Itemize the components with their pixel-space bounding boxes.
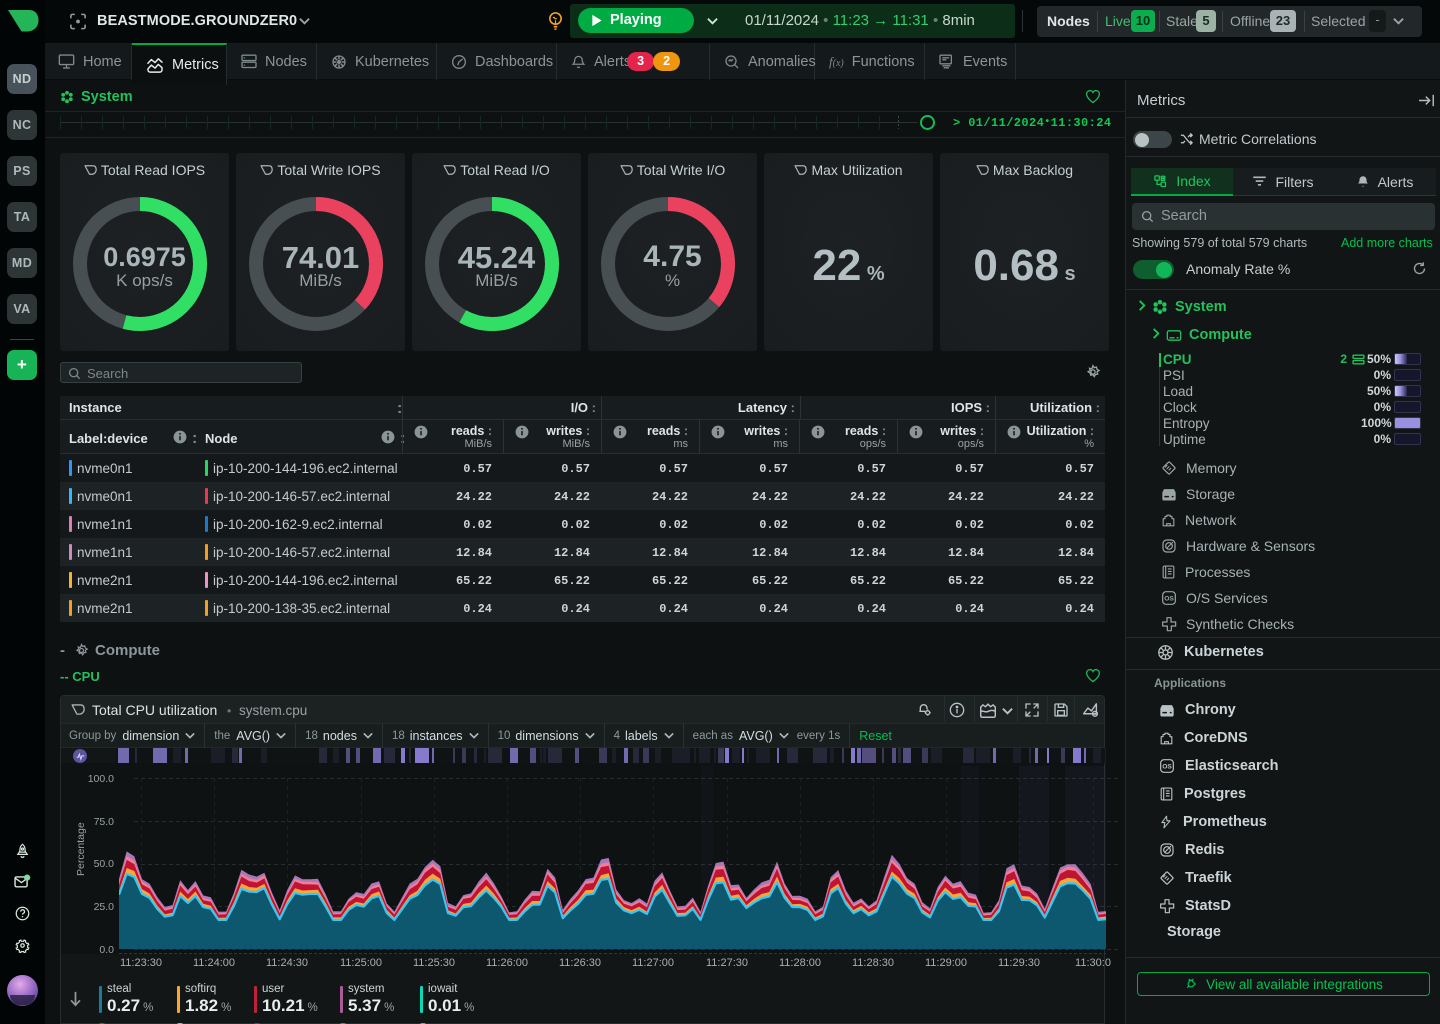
svg-text:OS: OS [1164,596,1174,603]
svg-text:OS: OS [1162,764,1172,771]
